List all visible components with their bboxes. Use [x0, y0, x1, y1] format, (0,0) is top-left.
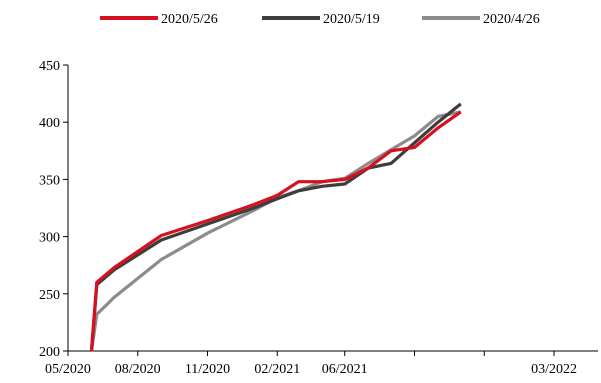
- legend-item-3: 2020/4/26: [422, 12, 540, 27]
- y-tick-label: 200: [39, 345, 60, 360]
- x-tick-label: 02/2021: [254, 362, 300, 377]
- x-tick-label: 11/2020: [185, 362, 230, 377]
- y-axis: 200 250 300 350 400 450: [39, 59, 69, 360]
- legend-label: 2020/5/19: [323, 12, 380, 27]
- y-tick-label: 350: [39, 173, 60, 188]
- series-layer: [89, 102, 462, 352]
- legend-item-2: 2020/5/19: [262, 12, 380, 27]
- legend-label: 2020/5/26: [161, 12, 218, 27]
- y-tick-label: 300: [39, 231, 60, 246]
- x-tick-label: 03/2022: [531, 362, 577, 377]
- y-tick-label: 250: [39, 288, 60, 303]
- x-axis: 05/2020 08/2020 11/2020 02/2021 06/2021 03/20…: [45, 350, 598, 377]
- x-tick-label: 05/2020: [45, 362, 91, 377]
- legend-item-1: 2020/5/26: [100, 12, 218, 27]
- x-tick-label: 08/2020: [115, 362, 161, 377]
- legend-label: 2020/4/26: [483, 12, 540, 27]
- legend: 2020/5/26 2020/5/19 2020/4/26: [100, 12, 540, 27]
- y-tick-label: 450: [39, 59, 60, 74]
- series-line-1: [89, 110, 462, 352]
- y-tick-label: 400: [39, 116, 60, 131]
- x-tick-label: 06/2021: [322, 362, 368, 377]
